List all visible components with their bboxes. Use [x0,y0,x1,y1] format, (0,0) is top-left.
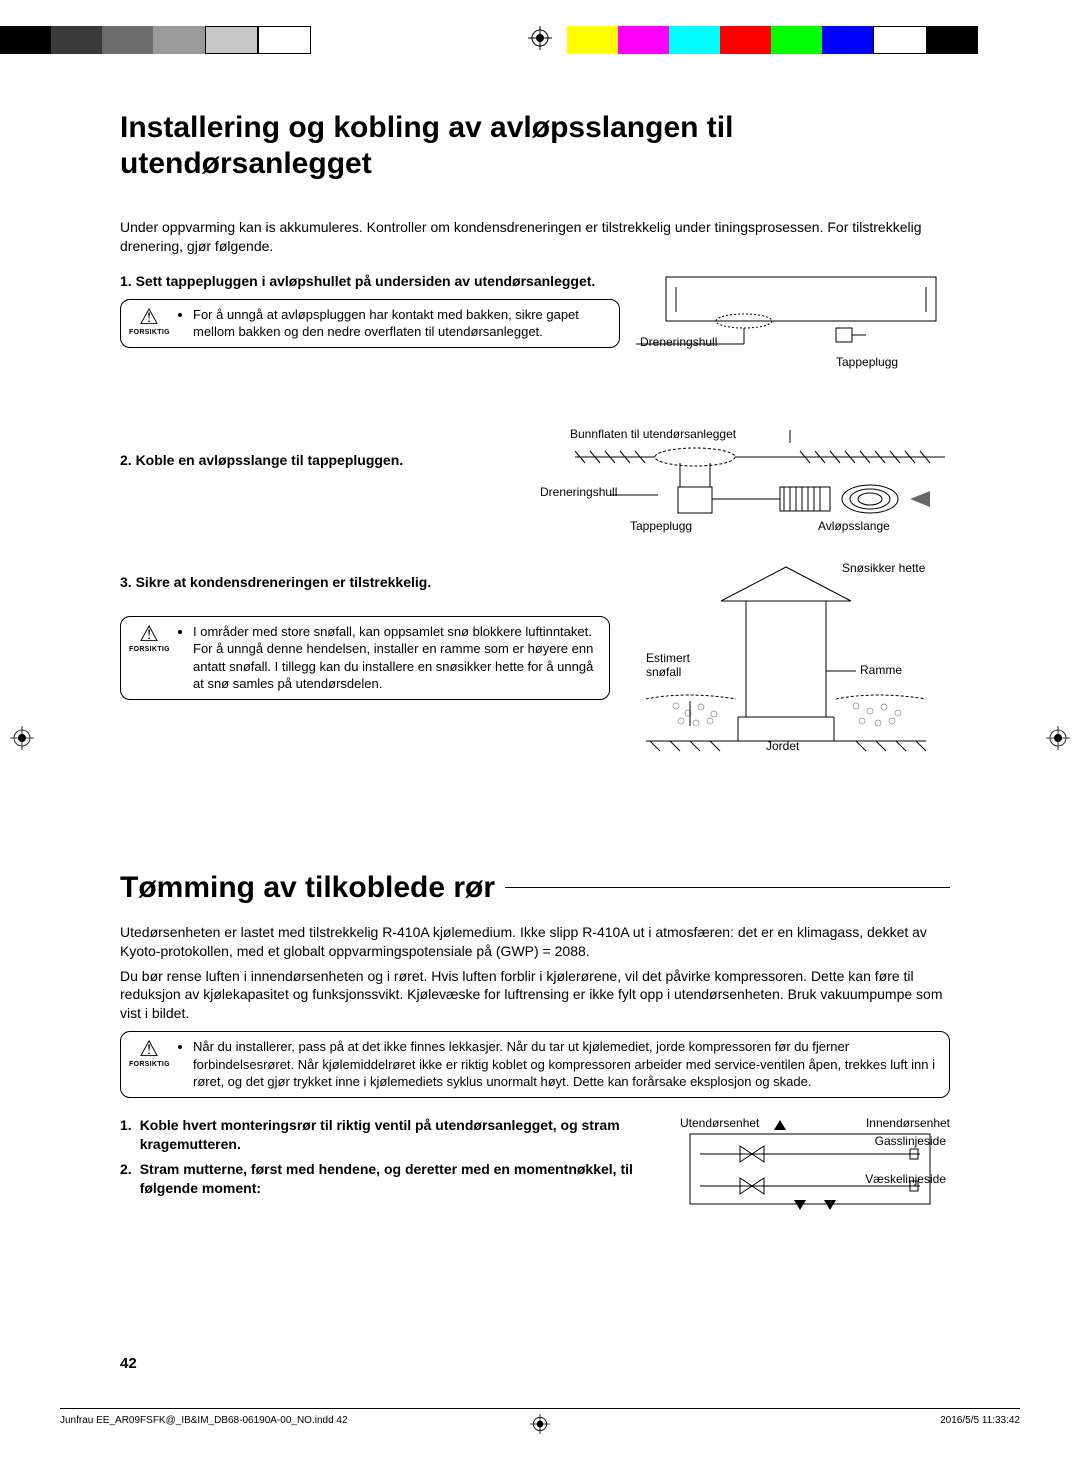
label-tappeplugg-1: Tappeplugg [836,355,1080,369]
step-1-row: 1. Sett tappepluggen i avløpshullet på u… [120,272,950,413]
diagram-drain-hose: Bunnflaten til utendørsanlegget [570,427,950,547]
label-jordet: Jordet [766,739,799,753]
step-2-row: 2. Koble en avløpsslange til tappeplugge… [120,427,950,547]
label-ramme: Ramme [860,663,902,677]
diagram-drain-plug: Dreneringshull Tappeplugg [636,272,946,413]
s2-step-2: 2. Stram mutterne, først med hendene, og… [120,1160,664,1198]
caution-3-text: Når du installerer, pass på at det ikke … [193,1038,939,1091]
page-content: Installering og kobling av avløpsslangen… [120,110,950,1230]
warning-icon: ⚠ [129,623,169,645]
caution-label: FORSIKTIG [129,645,169,654]
section-title-2: Tømming av tilkoblede rør [120,871,495,905]
label-estimert: Estimert snøfall [646,651,706,679]
diagram-snow-frame: Snøsikker hette Estimert snøfall Ramme J… [626,561,946,761]
step-2-label: 2. Koble en avløpsslange til tappeplugge… [120,451,554,470]
registration-mark-right [1046,726,1070,750]
label-snosikker: Snøsikker hette [842,561,925,575]
registration-mark-top [528,26,552,50]
step-3-row: 3. Sikre at kondensdreneringen er tilstr… [120,561,950,761]
section2-steps-row: 1. Koble hvert monteringsrør til riktig … [120,1116,950,1216]
page-number: 42 [120,1355,137,1372]
intro-paragraph-1: Under oppvarming kan is akkumuleres. Kon… [120,218,950,256]
step-1-label: 1. Sett tappepluggen i avløpshullet på u… [120,272,620,291]
registration-mark-bottom [530,1414,550,1434]
section-title-1: Installering og kobling av avløpsslangen… [120,110,950,182]
registration-mark-left [10,726,34,750]
para-2a: Utedørsenheten er lastet med tilstrekkel… [120,923,950,961]
s2-step-1: 1. Koble hvert monteringsrør til riktig … [120,1116,664,1154]
warning-icon: ⚠ [129,306,169,328]
warning-icon: ⚠ [129,1038,169,1060]
caution-label: FORSIKTIG [129,1060,169,1069]
caution-box-2: ⚠ FORSIKTIG I områder med store snøfall,… [120,616,610,700]
label-avlopsslange: Avløpsslange [818,519,890,533]
step-3-label: 3. Sikre at kondensdreneringen er tilstr… [120,573,610,592]
label-gass: Gasslinjeside [875,1134,946,1148]
diagram-pipe-connection: Utendørsenhet Innendørsenhet Gasslinjes [680,1116,950,1216]
caution-label: FORSIKTIG [129,328,169,337]
label-vaeske: Væskelinjeside [865,1172,946,1186]
section-divider: Tømming av tilkoblede rør [120,871,950,905]
caution-1-text: For å unngå at avløpspluggen har kontakt… [193,306,609,341]
caution-box-3: ⚠ FORSIKTIG Når du installerer, pass på … [120,1031,950,1098]
label-dreneringshull-2: Dreneringshull [540,485,617,499]
label-tappeplugg-2: Tappeplugg [630,519,692,533]
footer-left: Junfrau EE_AR09FSFK@_IB&IM_DB68-06190A-0… [60,1415,348,1426]
caution-2-text: I områder med store snøfall, kan oppsaml… [193,623,599,693]
para-2b: Du bør rense luften i innendørsenheten o… [120,967,950,1024]
caution-box-1: ⚠ FORSIKTIG For å unngå at avløpspluggen… [120,299,620,348]
label-dreneringshull-1: Dreneringshull [640,335,950,349]
footer-right: 2016/5/5 11:33:42 [940,1415,1020,1426]
